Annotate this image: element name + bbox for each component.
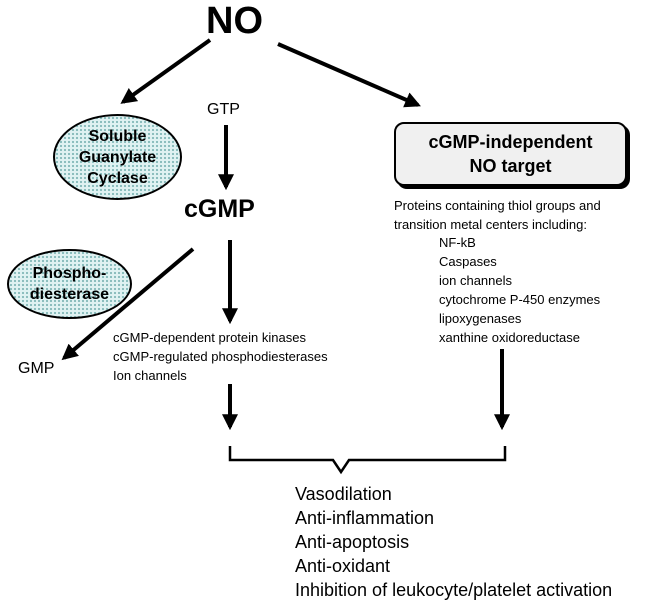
protein-intro-line-1: Proteins containing thiol groups and — [394, 198, 601, 213]
gmp-label: GMP — [18, 360, 55, 377]
cgmp-independent-target-box: cGMP-independent NO target — [394, 122, 627, 186]
pde-line-2: diesterase — [29, 286, 110, 303]
arrow-no-to-independent-target — [277, 42, 421, 108]
sgc-line-1: Soluble — [88, 127, 147, 145]
protein-target-item: cytochrome P-450 enzymes — [439, 292, 601, 307]
protein-target-item: xanthine oxidoreductase — [439, 330, 580, 345]
no-label: NO — [206, 0, 263, 42]
cgmp-label: cGMP — [184, 195, 255, 223]
independent-target-line-2: NO target — [469, 156, 552, 176]
effect-item: Inhibition of leukocyte/platelet activat… — [295, 580, 613, 600]
effects-bracket — [228, 446, 507, 475]
sgc-line-2: Guanylate — [78, 148, 157, 166]
phosphodiesterase-ellipse: Phospho- diesterase — [7, 249, 132, 319]
pde-line-1: Phospho- — [32, 265, 107, 282]
protein-targets-intro: Proteins containing thiol groups and tra… — [394, 196, 601, 234]
effects-list: Vasodilation Anti-inflammation Anti-apop… — [295, 482, 612, 602]
cgmp-target-item: Ion channels — [113, 368, 187, 383]
protein-targets-list: NF-kB Caspases ion channels cytochrome P… — [439, 233, 600, 347]
sgc-line-3: Cyclase — [87, 169, 148, 187]
independent-target-line-1: cGMP-independent — [428, 132, 593, 152]
protein-target-item: lipoxygenases — [439, 311, 522, 326]
cgmp-target-item: cGMP-dependent protein kinases — [113, 330, 306, 345]
soluble-guanylate-cyclase-ellipse: Soluble Guanylate Cyclase — [53, 114, 182, 200]
effect-item: Anti-apoptosis — [295, 532, 410, 552]
protein-target-item: ion channels — [439, 273, 512, 288]
protein-intro-line-2: transition metal centers including: — [394, 217, 587, 232]
effect-item: Anti-oxidant — [295, 556, 391, 576]
protein-target-item: Caspases — [439, 254, 497, 269]
gtp-label: GTP — [207, 101, 240, 118]
arrow-cgmp-to-gmp — [61, 247, 195, 361]
effect-item: Anti-inflammation — [295, 508, 435, 528]
effect-item: Vasodilation — [295, 484, 392, 504]
protein-target-item: NF-kB — [439, 235, 476, 250]
cgmp-targets-list: cGMP-dependent protein kinases cGMP-regu… — [113, 328, 328, 385]
cgmp-target-item: cGMP-regulated phosphodiesterases — [113, 349, 328, 364]
arrow-no-to-sgc — [120, 38, 212, 104]
